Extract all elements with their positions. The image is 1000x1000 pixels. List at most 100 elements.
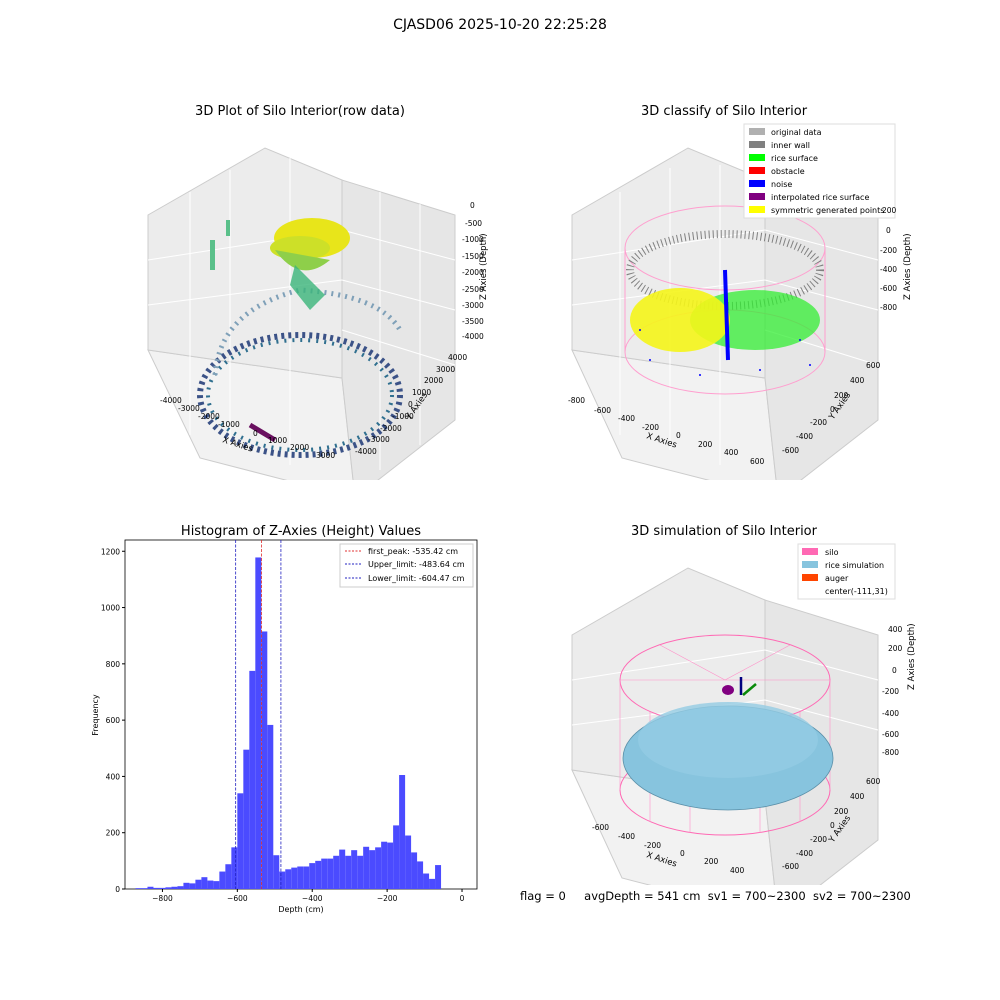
hist-bar [243, 749, 250, 889]
svg-text:2000: 2000 [424, 376, 443, 385]
svg-text:400: 400 [730, 866, 745, 875]
svg-text:-1500: -1500 [462, 252, 484, 261]
panel2-noise-points [639, 329, 811, 376]
hist-bar [333, 855, 340, 889]
svg-text:600: 600 [866, 777, 881, 786]
svg-text:200: 200 [704, 857, 719, 866]
legend-silo: silo [825, 548, 839, 557]
legend-rice-surface: rice surface [771, 154, 818, 163]
legend-symmetric: symmetric generated points [771, 206, 884, 215]
panel1-tick-labels: -4000 -3000 -2000 -1000 0 1000 2000 3000… [160, 201, 484, 460]
status-avg-depth: avgDepth = 541 cm [584, 889, 701, 903]
status-sv1: sv1 = 700~2300 [707, 889, 806, 903]
hist-bar [429, 878, 436, 889]
hist-ytick-label: 600 [106, 716, 121, 725]
panel1-wall-points-inner [206, 338, 394, 452]
svg-text:-400: -400 [796, 432, 813, 441]
hist-bar [141, 888, 148, 889]
legend-swatch-auger [802, 574, 818, 581]
panel2-title: 3D classify of Silo Interior [640, 104, 808, 119]
hist-bar [297, 866, 304, 889]
hist-ylabel: Frequency [91, 694, 100, 736]
svg-text:-200: -200 [882, 687, 899, 696]
status-sv2: sv2 = 700~2300 [812, 889, 911, 903]
svg-text:-200: -200 [880, 246, 897, 255]
svg-text:-3500: -3500 [462, 317, 484, 326]
svg-text:200: 200 [888, 644, 903, 653]
hist-ytick-label: 200 [106, 829, 121, 838]
hist-xtick-label: −400 [302, 894, 323, 903]
hist-ytick-label: 1200 [101, 547, 120, 556]
svg-text:1000: 1000 [412, 388, 431, 397]
legend-swatch-inner-wall [749, 141, 765, 148]
hist-bar [351, 850, 358, 889]
svg-text:600: 600 [750, 457, 765, 466]
svg-text:1000: 1000 [268, 436, 287, 445]
svg-text:0: 0 [676, 431, 681, 440]
hist-bar [393, 825, 400, 889]
svg-text:3000: 3000 [316, 451, 335, 460]
hist-bar [225, 864, 232, 889]
hist-bar [435, 865, 442, 889]
legend-swatch-original [749, 128, 765, 135]
legend-swatch-symmetric [749, 206, 765, 213]
hist-bar [147, 886, 154, 889]
hist-bar [369, 850, 376, 889]
hist-xtick-label: 0 [460, 894, 465, 903]
hist-bar [291, 867, 298, 889]
hist-xtick-label: −800 [152, 894, 173, 903]
legend-swatch-rice-surface [749, 154, 765, 161]
hist-bar [165, 887, 172, 889]
svg-text:200: 200 [882, 206, 897, 215]
hist-bar [405, 835, 412, 889]
svg-text:-600: -600 [592, 823, 609, 832]
panel1-title: 3D Plot of Silo Interior(row data) [195, 104, 405, 119]
hist-bar [177, 886, 184, 889]
panel1-back-pane [147, 147, 343, 379]
hist-bar [237, 793, 244, 889]
hist-bar [375, 847, 382, 889]
legend-first-peak: first_peak: -535.42 cm [368, 547, 458, 556]
svg-text:-400: -400 [796, 849, 813, 858]
hist-ytick-label: 400 [106, 772, 121, 781]
panel1-zlabel: Z Axies (Depth) [479, 233, 489, 300]
hist-bar [423, 873, 430, 889]
hist-bar [171, 886, 178, 889]
hist-xlabel: Depth (cm) [278, 905, 323, 914]
hist-bar [339, 849, 346, 889]
hist-bar [183, 882, 190, 889]
svg-text:-400: -400 [618, 414, 635, 423]
legend-noise: noise [771, 180, 792, 189]
svg-text:-600: -600 [782, 446, 799, 455]
legend-original: original data [771, 128, 822, 137]
hist-bar [387, 842, 394, 889]
panel2-3d-plot: original data inner wall rice surface ob… [568, 123, 913, 480]
panel4-title: 3D simulation of Silo Interior [631, 524, 817, 539]
legend-auger: auger [825, 574, 849, 583]
svg-text:-2000: -2000 [380, 424, 402, 433]
hist-bar [135, 888, 142, 889]
hist-ytick-label: 0 [115, 885, 120, 894]
hist-bar [207, 880, 214, 889]
svg-text:-800: -800 [882, 748, 899, 757]
svg-text:-2500: -2500 [462, 285, 484, 294]
svg-text:-4000: -4000 [160, 396, 182, 405]
hist-bar [195, 879, 202, 889]
svg-text:600: 600 [866, 361, 881, 370]
hist-legend [339, 543, 474, 588]
hist-bar [315, 860, 322, 889]
svg-text:-600: -600 [882, 730, 899, 739]
status-line: flag = 0 avgDepth = 541 cm sv1 = 700~230… [520, 889, 911, 903]
hist-bar [363, 846, 370, 889]
panel1-wall-points [197, 332, 403, 458]
panel1-column-points [210, 240, 215, 270]
svg-text:200: 200 [834, 391, 849, 400]
legend-swatch-obstacle [749, 167, 765, 174]
hist-bar [309, 863, 316, 889]
svg-text:-3000: -3000 [178, 404, 200, 413]
hist-bar [321, 858, 328, 889]
svg-text:4000: 4000 [448, 353, 467, 362]
panel1-dark-points [248, 422, 277, 443]
panel1-3d-plot: -4000 -3000 -2000 -1000 0 1000 2000 3000… [147, 147, 489, 480]
figure-title: CJASD06 2025-10-20 22:25:28 [393, 17, 607, 33]
